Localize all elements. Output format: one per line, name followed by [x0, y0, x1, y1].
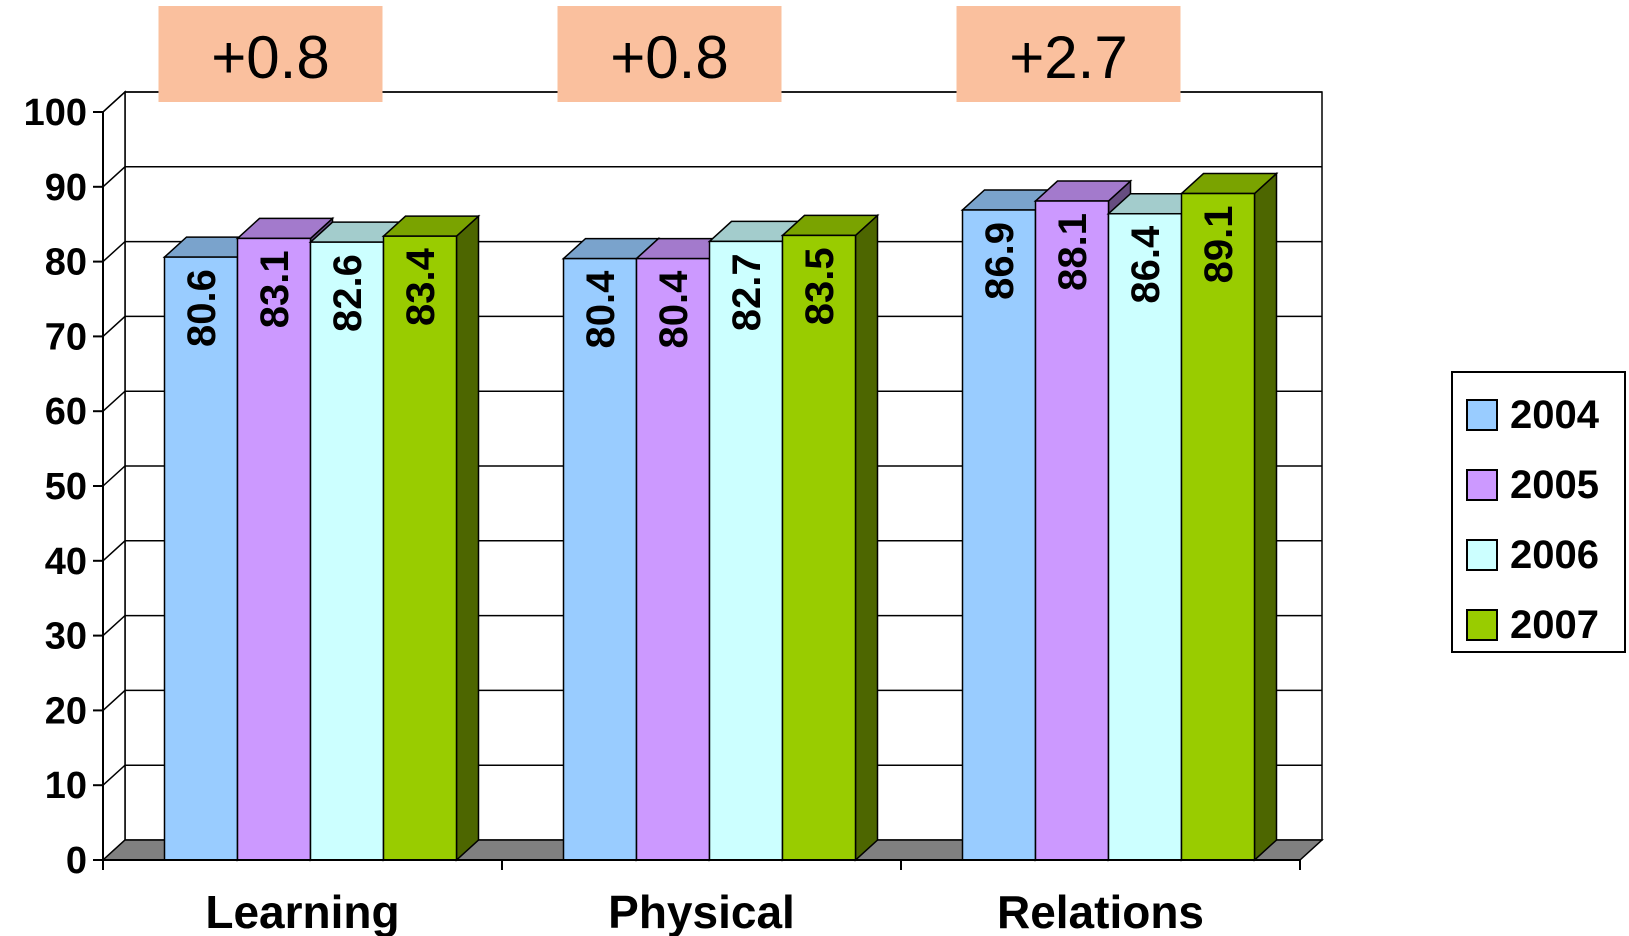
data-label: 80.4 [652, 270, 696, 349]
y-tick-label: 50 [45, 466, 87, 508]
data-label: 80.6 [180, 269, 224, 347]
bar-side [455, 214, 480, 862]
delta-badge: +0.8 [557, 6, 782, 102]
bar-front [635, 257, 711, 861]
delta-badge-bg [956, 6, 1181, 102]
delta-badge: +2.7 [956, 6, 1181, 102]
y-tick-label: 20 [45, 690, 87, 732]
gridline [102, 315, 1322, 337]
legend-swatch [1466, 609, 1498, 641]
gridline [102, 91, 1322, 113]
y-tick-label: 80 [45, 242, 87, 284]
bar-front [309, 241, 385, 861]
bar-front [708, 240, 784, 861]
legend: 2004 2005 2006 2007 [1451, 371, 1626, 653]
data-label: 86.4 [1124, 225, 1168, 304]
delta-value: +0.8 [610, 24, 728, 91]
bar-front [961, 209, 1037, 861]
delta-badge-bg [158, 6, 383, 102]
legend-swatch [1466, 539, 1498, 571]
legend-item-2006: 2006 [1466, 533, 1599, 577]
data-label: 82.7 [725, 253, 769, 331]
bar-front [236, 237, 312, 861]
gridline [102, 614, 1322, 637]
bar-front [781, 234, 857, 861]
delta-value: +0.8 [211, 24, 329, 91]
bar-relations-2005: 88.1 [1033, 179, 1133, 862]
bar-front [1107, 212, 1183, 861]
legend-item-2004: 2004 [1466, 393, 1600, 437]
data-label: 82.6 [326, 254, 370, 332]
y-tick-label: 90 [45, 167, 87, 209]
legend-label: 2006 [1510, 533, 1599, 577]
gridline [102, 166, 1322, 188]
gridline [102, 540, 1322, 562]
bar-relations-2007: 89.1 [1179, 171, 1279, 862]
y-axis: 0 10 20 30 40 50 60 70 80 90 100 [24, 92, 104, 882]
legend-item-2007: 2007 [1466, 603, 1599, 647]
y-tick-label: 10 [45, 765, 87, 807]
gridline [102, 764, 1322, 786]
bar-front [562, 257, 638, 861]
delta-badge-bg [557, 6, 782, 102]
bar-side [1253, 171, 1278, 862]
x-label-relations: Relations [997, 886, 1204, 936]
delta-badge: +0.8 [158, 6, 383, 102]
data-label: 86.9 [978, 222, 1022, 300]
legend-item-2005: 2005 [1466, 463, 1599, 507]
legend-label: 2005 [1510, 463, 1599, 507]
legend-label: 2007 [1510, 603, 1599, 647]
y-tick-label: 60 [45, 391, 87, 433]
bar-front [382, 235, 458, 861]
data-label: 83.4 [399, 247, 443, 326]
y-tick-label: 40 [45, 541, 87, 583]
data-label: 83.1 [253, 250, 297, 328]
y-tick-label: 30 [45, 616, 87, 658]
x-axis: Learning Physical Relations [102, 859, 1301, 936]
delta-value: +2.7 [1009, 24, 1127, 91]
y-tick-label: 0 [66, 840, 87, 882]
gridline [102, 390, 1322, 412]
data-label: 80.4 [579, 270, 623, 349]
data-label: 83.5 [798, 247, 842, 325]
data-label: 89.1 [1197, 206, 1241, 284]
data-label: 88.1 [1051, 213, 1095, 291]
legend-label: 2004 [1510, 393, 1600, 437]
legend-swatch [1466, 469, 1498, 501]
legend-swatch [1466, 399, 1498, 431]
bar-front [1180, 192, 1256, 861]
bar-front [1034, 200, 1110, 861]
gridline [102, 465, 1322, 487]
y-tick-label: 100 [24, 92, 87, 134]
gridline [102, 240, 1322, 263]
gridline [102, 689, 1322, 711]
annotations: +0.8 +0.8 +2.7 [158, 6, 1181, 102]
bar-learning-2007: 83.4 [381, 214, 481, 862]
x-label-physical: Physical [608, 886, 795, 936]
bars: 80.6 83.1 82.6 83.4 80.4 80.4 82.7 83.5 86.9 88.1… [162, 171, 1279, 862]
bar-side [854, 213, 879, 862]
x-label-learning: Learning [205, 886, 399, 936]
y-tick-label: 70 [45, 316, 87, 358]
legend-box [1451, 371, 1626, 653]
bar-physical-2007: 83.5 [780, 213, 880, 862]
